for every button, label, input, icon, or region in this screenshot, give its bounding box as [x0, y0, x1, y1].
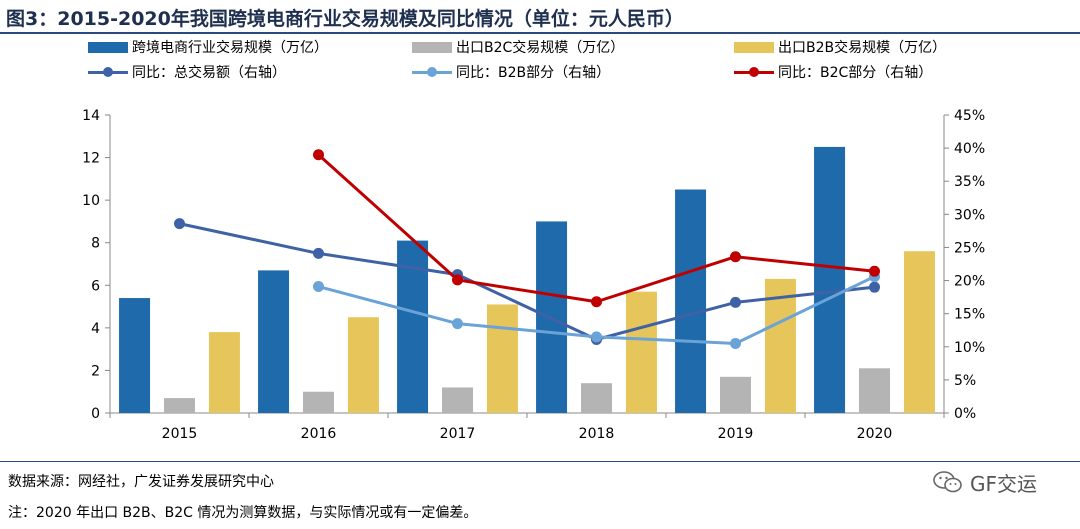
- line-point: [730, 337, 741, 349]
- legend-label: 跨境电商行业交易规模（万亿）: [132, 40, 328, 56]
- title-rule: [0, 32, 1080, 34]
- bar: [625, 291, 657, 413]
- line-point: [591, 331, 602, 343]
- legend-label: 出口B2B交易规模（万亿）: [778, 40, 947, 56]
- line-point: [452, 274, 463, 286]
- left-tick-label: 8: [91, 236, 100, 252]
- bar: [347, 317, 379, 413]
- bar: [442, 387, 473, 413]
- right-tick-label: 35%: [954, 174, 985, 190]
- left-tick-label: 10: [82, 193, 100, 209]
- bar: [486, 304, 518, 413]
- legend-item-b2c-yoy: 同比：B2C部分（右轴）: [734, 61, 932, 83]
- right-tick-label: 20%: [954, 274, 985, 290]
- bar: [720, 376, 751, 413]
- bar: [581, 383, 612, 413]
- line-point: [313, 247, 324, 259]
- left-tick-label: 6: [91, 278, 100, 294]
- x-tick-label: 2018: [579, 426, 615, 442]
- line-point: [452, 318, 463, 330]
- x-tick-label: 2017: [440, 426, 476, 442]
- bar: [764, 278, 796, 413]
- line-point: [313, 281, 324, 293]
- line-point: [591, 296, 602, 308]
- x-tick-label: 2019: [718, 426, 754, 442]
- line-point: [730, 251, 741, 263]
- line-point: [313, 149, 324, 161]
- left-tick-label: 4: [91, 321, 100, 337]
- watermark: GF交运: [932, 468, 1037, 496]
- wechat-icon: [933, 471, 962, 493]
- line-point: [869, 281, 880, 293]
- legend-item-total-scale: 跨境电商行业交易规模（万亿）: [88, 36, 328, 58]
- bar: [164, 398, 195, 413]
- legend-item-b2b-scale: 出口B2B交易规模（万亿）: [734, 36, 946, 58]
- combo-chart: 0 2 4 6 8 10 12 14 0% 5% 10% 15% 20% 25% 30% 35% 40% 45% 2…: [82, 108, 985, 442]
- right-tick-label: 15%: [954, 307, 985, 323]
- legend-swatch: [412, 41, 452, 53]
- legend-label: 出口B2C交易规模（万亿）: [456, 40, 625, 56]
- right-tick-label: 5%: [954, 373, 976, 389]
- x-tick-label: 2015: [162, 426, 198, 442]
- legend-item-b2c-scale: 出口B2C交易规模（万亿）: [412, 36, 624, 58]
- watermark-text: GF交运: [970, 471, 1038, 496]
- line-point: [730, 296, 741, 308]
- bar: [258, 270, 290, 413]
- left-tick-label: 0: [91, 406, 100, 422]
- legend-item-total-yoy: 同比：总交易额（右轴）: [88, 61, 286, 83]
- right-tick-label: 0%: [954, 406, 976, 422]
- bar: [814, 146, 846, 413]
- legend-label: 同比：B2B部分（右轴）: [456, 65, 611, 81]
- right-tick-label: 30%: [954, 207, 985, 223]
- legend-item-b2b-yoy: 同比：B2B部分（右轴）: [412, 61, 610, 83]
- line-point: [174, 218, 185, 230]
- left-tick-label: 12: [82, 151, 100, 167]
- left-tick-label: 14: [82, 108, 100, 124]
- legend-label: 同比：总交易额（右轴）: [132, 65, 286, 81]
- legend-label: 同比：B2C部分（右轴）: [778, 65, 933, 81]
- bar: [119, 298, 151, 413]
- chart-title: 图3：2015-2020年我国跨境电商行业交易规模及同比情况（单位：元人民币）: [6, 8, 684, 30]
- footnote: 注：2020 年出口 B2B、B2C 情况为测算数据，与实际情况或有一定偏差。: [8, 505, 478, 521]
- bar: [208, 332, 240, 413]
- left-tick-label: 2: [91, 363, 100, 379]
- line-point: [869, 265, 880, 277]
- right-tick-label: 10%: [954, 340, 985, 356]
- right-tick-label: 25%: [954, 240, 985, 256]
- bar: [903, 251, 935, 413]
- bar: [859, 368, 890, 413]
- legend-swatch: [88, 66, 128, 78]
- series-line: [179, 222, 875, 341]
- x-tick-label: 2016: [301, 426, 337, 442]
- x-tick-label: 2020: [857, 426, 893, 442]
- footer-rule: [0, 461, 1080, 462]
- legend-swatch: [88, 41, 128, 53]
- right-tick-label: 40%: [954, 141, 985, 157]
- right-tick-label: 45%: [954, 108, 985, 124]
- bar: [675, 189, 707, 413]
- legend-swatch: [734, 41, 774, 53]
- legend: 跨境电商行业交易规模（万亿） 出口B2C交易规模（万亿） 出口B2B交易规模（万…: [0, 36, 1080, 86]
- legend-swatch: [412, 66, 452, 78]
- legend-swatch: [734, 66, 774, 78]
- bar: [303, 391, 334, 413]
- source-note: 数据来源：网经社，广发证券发展研究中心: [8, 474, 274, 490]
